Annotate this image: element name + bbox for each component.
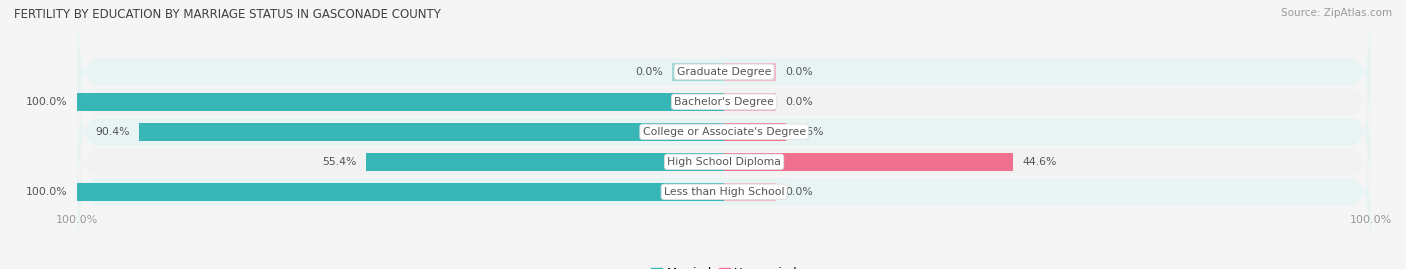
Text: Less than High School: Less than High School <box>664 187 785 197</box>
Bar <box>724 62 776 81</box>
Text: Graduate Degree: Graduate Degree <box>676 67 772 77</box>
Text: College or Associate's Degree: College or Associate's Degree <box>643 127 806 137</box>
Bar <box>77 93 724 111</box>
FancyBboxPatch shape <box>77 55 1371 208</box>
Bar <box>724 153 1012 171</box>
FancyBboxPatch shape <box>77 25 1371 178</box>
FancyBboxPatch shape <box>77 85 1371 238</box>
FancyBboxPatch shape <box>77 0 1371 148</box>
FancyBboxPatch shape <box>77 115 1371 268</box>
Text: Bachelor's Degree: Bachelor's Degree <box>673 97 775 107</box>
Text: 100.0%: 100.0% <box>25 187 67 197</box>
Text: 9.6%: 9.6% <box>796 127 824 137</box>
Bar <box>724 183 776 201</box>
Bar <box>724 93 776 111</box>
Bar <box>366 153 724 171</box>
Text: 90.4%: 90.4% <box>96 127 129 137</box>
Text: 100.0%: 100.0% <box>25 97 67 107</box>
Text: FERTILITY BY EDUCATION BY MARRIAGE STATUS IN GASCONADE COUNTY: FERTILITY BY EDUCATION BY MARRIAGE STATU… <box>14 8 441 21</box>
Text: 0.0%: 0.0% <box>786 187 813 197</box>
Text: 55.4%: 55.4% <box>322 157 356 167</box>
Text: 0.0%: 0.0% <box>786 97 813 107</box>
Legend: Married, Unmarried: Married, Unmarried <box>647 263 801 269</box>
Bar <box>672 62 724 81</box>
Text: 0.0%: 0.0% <box>786 67 813 77</box>
Bar <box>724 122 786 141</box>
Text: 0.0%: 0.0% <box>636 67 662 77</box>
Text: Source: ZipAtlas.com: Source: ZipAtlas.com <box>1281 8 1392 18</box>
Text: 44.6%: 44.6% <box>1022 157 1057 167</box>
Text: High School Diploma: High School Diploma <box>668 157 780 167</box>
Bar <box>139 122 724 141</box>
Bar <box>77 183 724 201</box>
